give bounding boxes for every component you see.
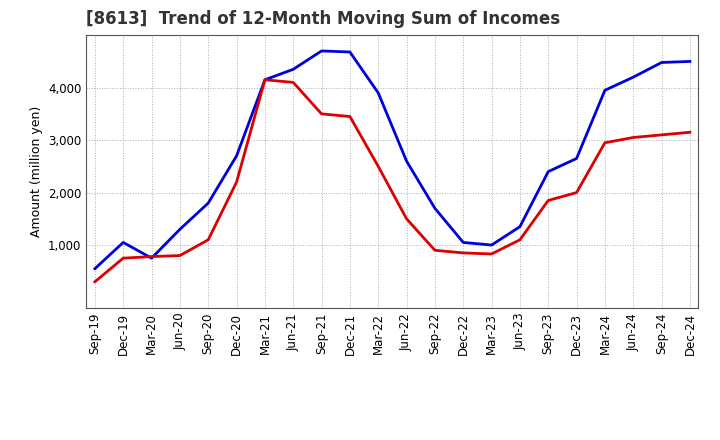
Ordinary Income <box>289 66 297 72</box>
Ordinary Income <box>600 88 609 93</box>
Net Income <box>459 250 467 256</box>
Ordinary Income <box>516 224 524 229</box>
Ordinary Income <box>431 205 439 211</box>
Net Income <box>629 135 637 140</box>
Net Income <box>204 237 212 242</box>
Ordinary Income <box>346 49 354 55</box>
Net Income <box>119 256 127 261</box>
Ordinary Income <box>261 77 269 82</box>
Ordinary Income <box>119 240 127 245</box>
Net Income <box>374 164 382 169</box>
Net Income <box>600 140 609 145</box>
Net Income <box>685 130 694 135</box>
Net Income <box>402 216 411 221</box>
Ordinary Income <box>629 74 637 80</box>
Ordinary Income <box>544 169 552 174</box>
Net Income <box>289 80 297 85</box>
Net Income <box>318 111 326 117</box>
Net Income <box>516 237 524 242</box>
Line: Ordinary Income: Ordinary Income <box>95 51 690 269</box>
Net Income <box>431 248 439 253</box>
Ordinary Income <box>572 156 581 161</box>
Ordinary Income <box>657 60 666 65</box>
Ordinary Income <box>685 59 694 64</box>
Y-axis label: Amount (million yen): Amount (million yen) <box>30 106 42 237</box>
Ordinary Income <box>402 158 411 164</box>
Ordinary Income <box>318 48 326 54</box>
Ordinary Income <box>233 153 241 158</box>
Text: [8613]  Trend of 12-Month Moving Sum of Incomes: [8613] Trend of 12-Month Moving Sum of I… <box>86 10 561 28</box>
Net Income <box>176 253 184 258</box>
Ordinary Income <box>204 201 212 206</box>
Net Income <box>91 279 99 284</box>
Net Income <box>261 77 269 82</box>
Ordinary Income <box>374 90 382 95</box>
Net Income <box>572 190 581 195</box>
Net Income <box>346 114 354 119</box>
Net Income <box>544 198 552 203</box>
Net Income <box>657 132 666 138</box>
Net Income <box>148 254 156 259</box>
Ordinary Income <box>148 256 156 261</box>
Ordinary Income <box>91 266 99 271</box>
Legend: Ordinary Income, Net Income: Ordinary Income, Net Income <box>230 438 555 440</box>
Ordinary Income <box>176 227 184 232</box>
Ordinary Income <box>459 240 467 245</box>
Net Income <box>487 251 496 257</box>
Net Income <box>233 180 241 185</box>
Ordinary Income <box>487 242 496 248</box>
Line: Net Income: Net Income <box>95 80 690 282</box>
